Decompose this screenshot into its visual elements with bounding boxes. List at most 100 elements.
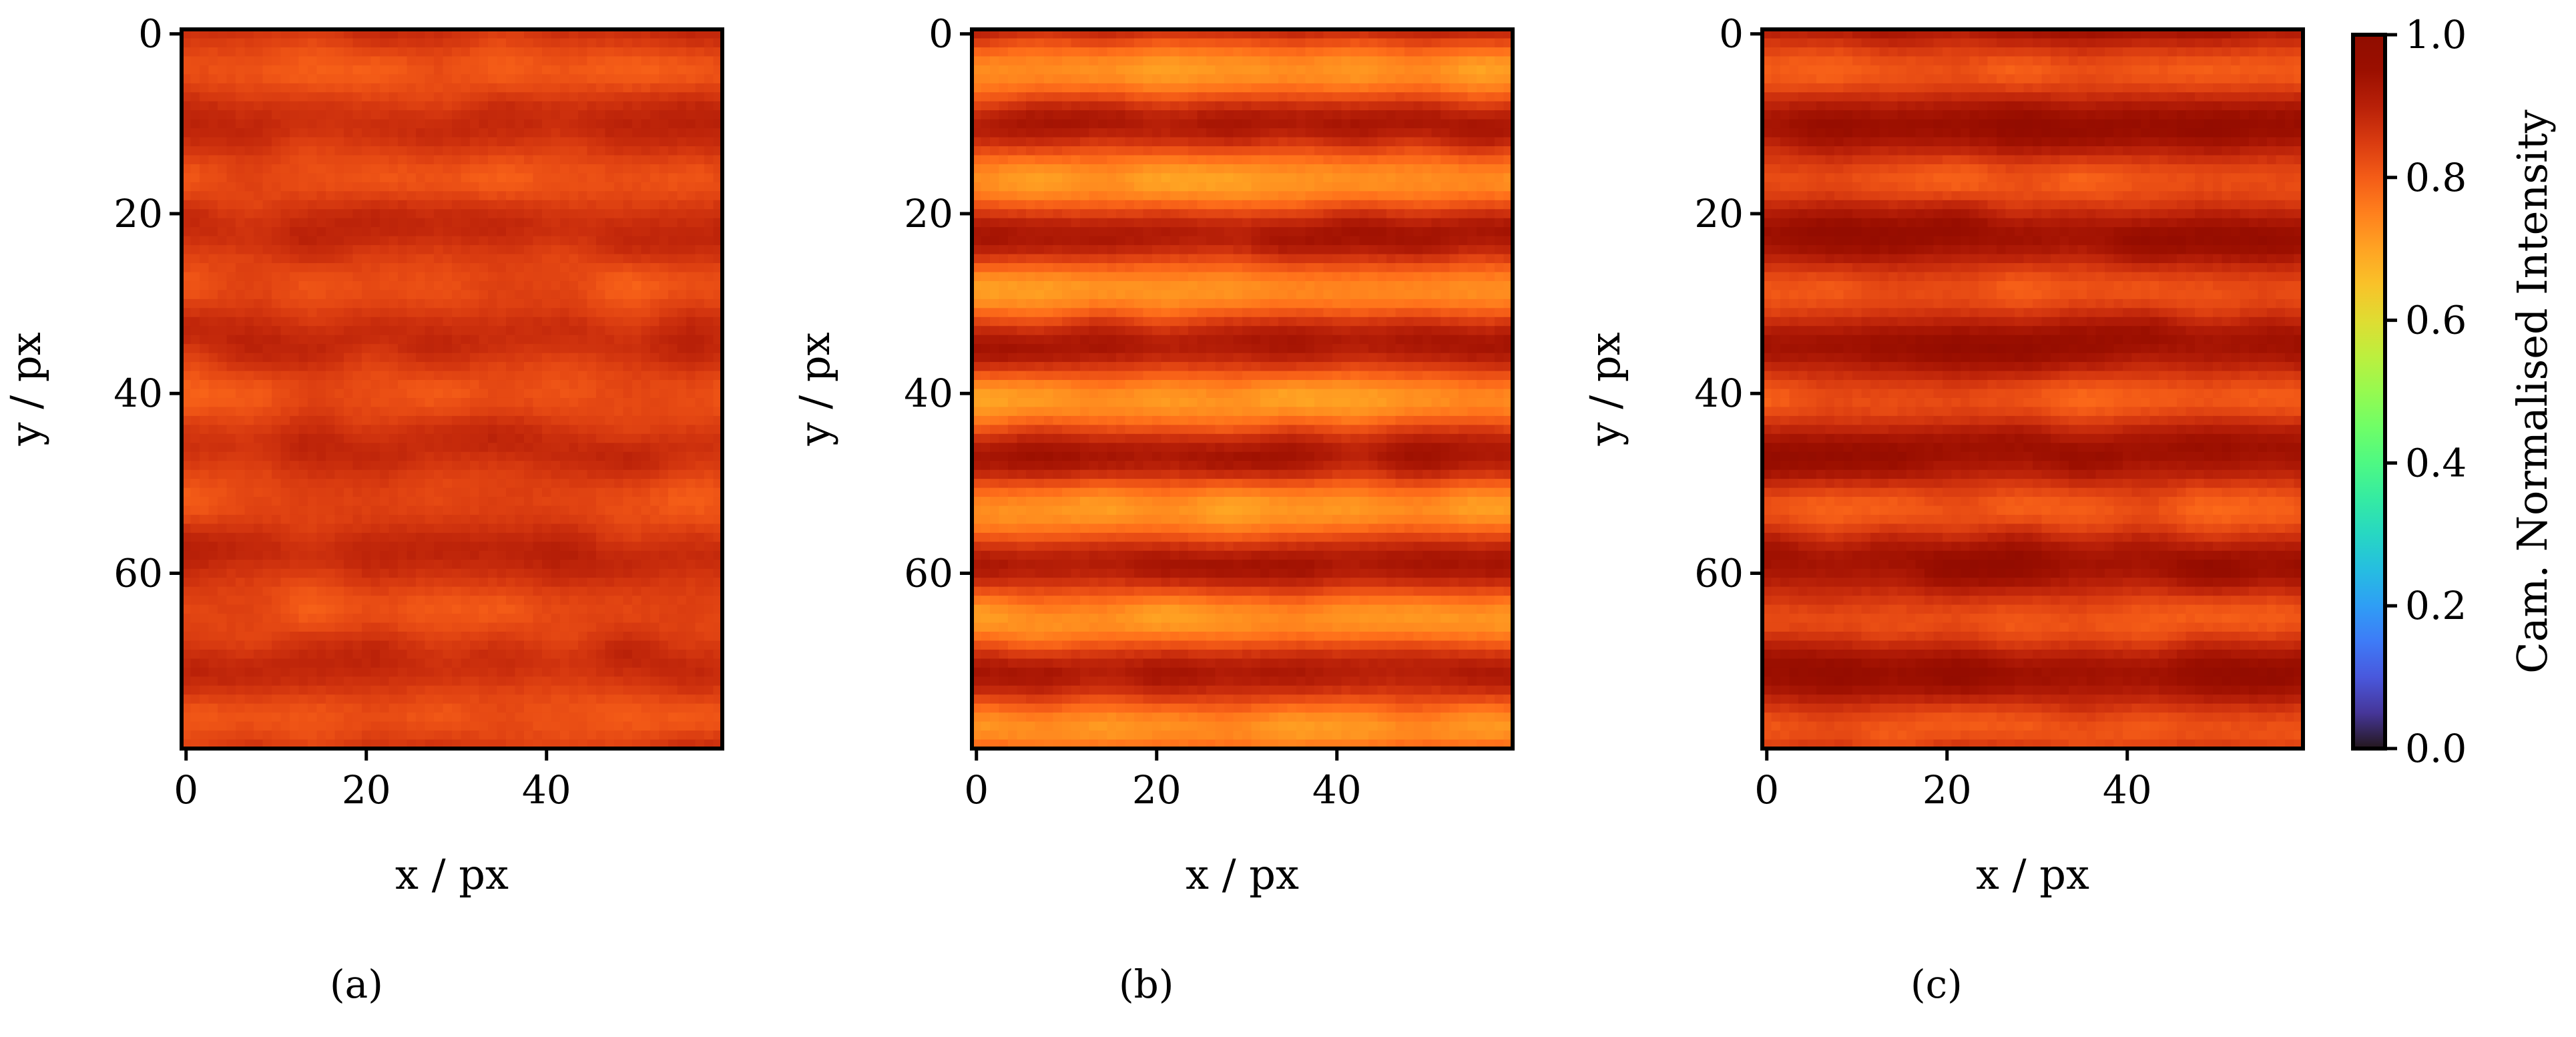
- heatmap-cell: [254, 137, 264, 147]
- heatmap-cell: [1296, 47, 1306, 57]
- heatmap-cell: [290, 317, 300, 327]
- heatmap-cell: [623, 263, 633, 273]
- heatmap-cell: [434, 298, 444, 308]
- heatmap-cell: [200, 236, 210, 246]
- heatmap-cell: [272, 578, 282, 588]
- heatmap-cell: [677, 83, 687, 93]
- heatmap-cell: [668, 191, 678, 201]
- heatmap-cell: [587, 487, 597, 497]
- heatmap-cell: [452, 218, 462, 228]
- heatmap-cell: [416, 353, 426, 363]
- heatmap-cell: [380, 505, 390, 515]
- x-tick-label: 40: [522, 767, 571, 813]
- heatmap-cell: [389, 451, 399, 461]
- heatmap-cell: [344, 74, 354, 84]
- heatmap-cell: [389, 317, 399, 327]
- heatmap-cell: [704, 263, 714, 273]
- heatmap-cell: [190, 631, 200, 642]
- heatmap-cell: [389, 38, 399, 48]
- heatmap-cell: [352, 415, 362, 425]
- heatmap-cell: [362, 676, 372, 686]
- heatmap-cell: [632, 200, 642, 210]
- heatmap-cell: [208, 280, 218, 291]
- heatmap-cell: [190, 146, 200, 156]
- heatmap-cell: [389, 461, 399, 471]
- heatmap-cell: [407, 649, 417, 659]
- heatmap-cell: [641, 596, 651, 606]
- heatmap-cell: [434, 272, 444, 282]
- heatmap-cell: [236, 380, 246, 390]
- heatmap-cell: [461, 433, 471, 443]
- heatmap-cell: [370, 604, 380, 614]
- heatmap-cell: [578, 469, 588, 479]
- heatmap-cell: [479, 461, 489, 471]
- heatmap-cell: [623, 227, 633, 237]
- heatmap-cell: [506, 56, 516, 66]
- heatmap-cell: [226, 479, 236, 489]
- heatmap-cell: [334, 596, 344, 606]
- heatmap-cell: [244, 497, 254, 507]
- heatmap-cell: [352, 101, 362, 111]
- heatmap-cell: [344, 389, 354, 399]
- heatmap-cell: [542, 731, 552, 741]
- heatmap-cell: [560, 721, 570, 731]
- heatmap-cell: [632, 649, 642, 659]
- heatmap-cell: [434, 218, 444, 228]
- heatmap-cell: [623, 685, 633, 695]
- heatmap-cell: [551, 461, 561, 471]
- heatmap-cell: [524, 568, 534, 578]
- heatmap-cell: [1459, 47, 1469, 57]
- heatmap-cell: [380, 38, 390, 48]
- heatmap-cell: [551, 425, 561, 435]
- heatmap-cell: [659, 146, 669, 156]
- heatmap-cell: [596, 254, 606, 264]
- heatmap-cell: [668, 505, 678, 515]
- heatmap-cell: [344, 658, 354, 668]
- heatmap-cell: [308, 236, 318, 246]
- heatmap-cell: [254, 622, 264, 632]
- heatmap-cell: [1413, 47, 1423, 57]
- heatmap-cell: [605, 236, 615, 246]
- heatmap-cell: [668, 344, 678, 354]
- heatmap-cell: [641, 550, 651, 560]
- heatmap-cell: [362, 568, 372, 578]
- heatmap-cell: [506, 218, 516, 228]
- heatmap-cell: [668, 712, 678, 722]
- heatmap-cell: [334, 380, 344, 390]
- heatmap-cell: [244, 191, 254, 201]
- heatmap-cell: [218, 614, 228, 624]
- heatmap-cell: [533, 389, 543, 399]
- heatmap-cell: [632, 218, 642, 228]
- heatmap-cell: [470, 290, 480, 300]
- heatmap-cell: [370, 631, 380, 642]
- heatmap-cell: [506, 209, 516, 219]
- heatmap-cell: [389, 550, 399, 560]
- heatmap-cell: [254, 209, 264, 219]
- heatmap-cell: [551, 560, 561, 570]
- heatmap-cell: [389, 128, 399, 138]
- heatmap-cell: [614, 596, 624, 606]
- heatmap-cell: [370, 550, 380, 560]
- heatmap-cell: [389, 371, 399, 381]
- heatmap-cell: [208, 407, 218, 417]
- heatmap-cell: [344, 335, 354, 345]
- heatmap-cell: [677, 29, 687, 39]
- heatmap-cell: [190, 119, 200, 129]
- heatmap-cell: [370, 182, 380, 192]
- heatmap-cell: [316, 83, 326, 93]
- heatmap-cell: [497, 667, 507, 677]
- heatmap-cell: [569, 389, 579, 399]
- heatmap-cell: [623, 218, 633, 228]
- heatmap-cell: [190, 236, 200, 246]
- heatmap-cell: [272, 469, 282, 479]
- heatmap-cell: [614, 415, 624, 425]
- heatmap-cell: [641, 317, 651, 327]
- heatmap-cell: [587, 227, 597, 237]
- heatmap-cell: [614, 721, 624, 731]
- heatmap-cell: [695, 380, 705, 390]
- heatmap-cell: [524, 712, 534, 722]
- heatmap-cell: [244, 362, 254, 372]
- heatmap-cell: [308, 703, 318, 713]
- heatmap-cell: [632, 101, 642, 111]
- heatmap-cell: [605, 721, 615, 731]
